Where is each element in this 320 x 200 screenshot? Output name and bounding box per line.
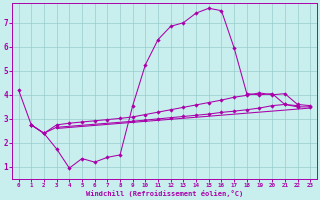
X-axis label: Windchill (Refroidissement éolien,°C): Windchill (Refroidissement éolien,°C)	[86, 190, 243, 197]
